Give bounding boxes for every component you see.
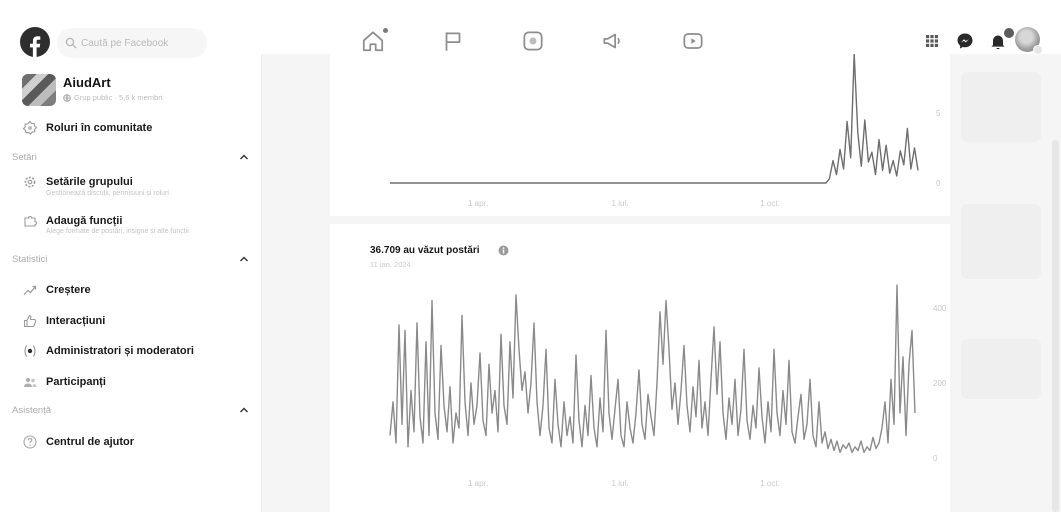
right-panel-card <box>961 339 1041 399</box>
sidebar-item-admins-moderators[interactable]: Administratori și moderatori <box>22 342 194 360</box>
megaphone-icon <box>600 28 626 54</box>
sidebar-item-label: Administratori și moderatori <box>46 345 194 357</box>
nav-video[interactable] <box>680 28 706 54</box>
admins-icon <box>22 343 38 359</box>
sidebar-item-label: Roluri în comunitate <box>46 122 153 134</box>
x-tick-label: 1 oct. <box>760 199 780 208</box>
chevron-down-icon[interactable] <box>1033 45 1043 55</box>
facebook-logo-icon[interactable] <box>20 27 50 57</box>
sidebar-item-participants[interactable]: Participanți <box>22 373 106 391</box>
sidebar-item-group-settings[interactable]: Setările grupului <box>22 173 133 191</box>
chart-subtitle: 11 ian. 2024 <box>370 260 411 269</box>
video-icon <box>680 28 706 54</box>
right-panel-card <box>961 204 1041 279</box>
y-tick-label: 5 <box>936 109 941 118</box>
section-title: Asistență <box>12 404 52 416</box>
group-meta: Grup public · 5,6 k membri <box>63 93 162 102</box>
sidebar-item-help-center[interactable]: Centrul de ajutor <box>22 433 134 451</box>
sidebar-item-description: Gestionează discuții, permisiuni și rolu… <box>46 190 169 197</box>
y-tick-label: 0 <box>933 454 938 463</box>
sidebar-item-label: Interacțiuni <box>46 315 106 327</box>
home-icon <box>360 28 386 54</box>
growth-icon <box>22 282 38 298</box>
y-tick-label: 0 <box>936 179 941 188</box>
search-input[interactable] <box>81 37 201 49</box>
admin-sidebar: AiudArt Grup public · 5,6 k membri Rolur… <box>0 54 262 512</box>
search-icon <box>65 37 77 49</box>
x-tick-label: 1 apr. <box>468 199 488 208</box>
messenger-button[interactable] <box>953 29 977 53</box>
top-navigation-bar <box>0 0 1061 58</box>
post-views-chart-card: 36.709 au văzut postări 11 ian. 2024 0 20… <box>330 224 950 512</box>
nav-home[interactable] <box>360 28 388 54</box>
menu-button[interactable] <box>920 29 944 53</box>
y-tick-label: 400 <box>933 304 947 313</box>
x-tick-label: 1 oct. <box>760 479 780 488</box>
sidebar-item-label: Creștere <box>46 284 91 296</box>
nav-pages[interactable] <box>440 28 466 54</box>
right-column <box>955 54 1047 512</box>
post-views-line-chart: 0 200 400 1 apr. 1 iul. 1 oct. <box>389 284 947 488</box>
notification-badge <box>1003 27 1015 39</box>
flag-icon <box>440 28 466 54</box>
bell-icon <box>986 29 1010 53</box>
chart-title: 36.709 au văzut postări <box>370 245 480 256</box>
sidebar-item-label: Setările grupului <box>46 176 133 188</box>
menu-grid-icon <box>920 29 944 53</box>
x-tick-label: 1 apr. <box>468 479 488 488</box>
section-header-support[interactable]: Asistență <box>12 403 250 417</box>
group-avatar[interactable] <box>22 74 56 106</box>
globe-icon <box>63 93 71 102</box>
community-roles-icon <box>22 120 38 136</box>
add-features-icon <box>22 213 38 229</box>
group-name[interactable]: AiudArt <box>63 75 111 90</box>
section-header-insights[interactable]: Statistici <box>12 252 250 266</box>
sidebar-item-growth[interactable]: Creștere <box>22 281 91 299</box>
info-icon[interactable] <box>498 245 509 256</box>
series-line <box>390 54 919 184</box>
section-header-settings[interactable]: Setări <box>12 150 250 164</box>
group-meta-text: Grup public · 5,6 k membri <box>74 93 163 102</box>
section-title: Setări <box>12 151 37 163</box>
marketplace-icon <box>520 28 546 54</box>
y-tick-label: 200 <box>933 379 947 388</box>
help-icon <box>22 434 38 450</box>
notifications-button[interactable] <box>986 29 1010 53</box>
sidebar-item-community-roles[interactable]: Roluri în comunitate <box>22 119 152 137</box>
interactions-icon <box>22 313 38 329</box>
chevron-up-icon <box>238 151 250 163</box>
growth-chart-card: 0 5 1 apr. 1 iul. 1 oct. <box>330 54 950 216</box>
messenger-icon <box>953 29 977 53</box>
nav-ads[interactable] <box>600 28 626 54</box>
sidebar-item-description: Alege formate de postări, insigne și alt… <box>46 228 189 235</box>
growth-line-chart: 0 5 1 apr. 1 iul. 1 oct. <box>390 54 941 208</box>
sidebar-item-label: Participanți <box>46 376 106 388</box>
section-title: Statistici <box>12 253 48 265</box>
x-tick-label: 1 iul. <box>612 199 629 208</box>
nav-marketplace[interactable] <box>520 28 546 54</box>
sidebar-item-label: Centrul de ajutor <box>46 436 135 448</box>
home-notification-dot <box>383 28 388 33</box>
chevron-up-icon <box>238 404 250 416</box>
series-line <box>389 284 916 454</box>
sidebar-item-add-features[interactable]: Adaugă funcții <box>22 212 122 230</box>
x-tick-label: 1 iul. <box>612 479 629 488</box>
chevron-up-icon <box>238 253 250 265</box>
participants-icon <box>22 374 38 390</box>
sidebar-item-label: Adaugă funcții <box>46 215 123 227</box>
right-panel-card <box>961 72 1041 142</box>
page-scrollbar[interactable] <box>1052 140 1059 512</box>
search-box[interactable] <box>57 28 207 58</box>
sidebar-item-interactions[interactable]: Interacțiuni <box>22 312 105 330</box>
gear-icon <box>22 174 38 190</box>
